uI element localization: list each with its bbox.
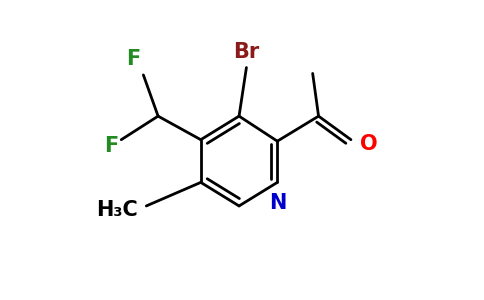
Text: H₃C: H₃C: [96, 200, 137, 220]
Text: F: F: [126, 49, 140, 69]
Text: N: N: [269, 193, 286, 213]
Text: O: O: [360, 134, 378, 154]
Text: Br: Br: [233, 42, 259, 62]
Text: F: F: [104, 136, 118, 156]
